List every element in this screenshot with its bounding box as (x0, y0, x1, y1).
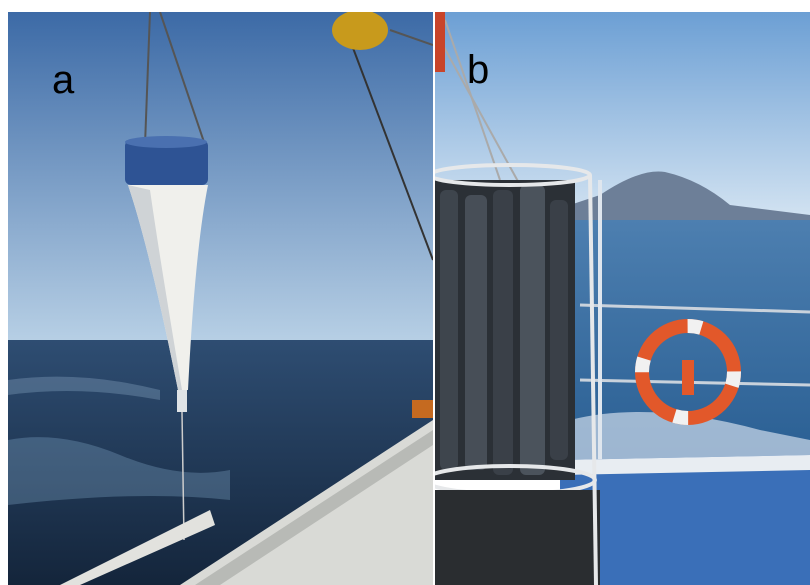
panel-label: b (467, 48, 489, 92)
photo-a (8, 12, 433, 585)
photo-b (435, 12, 810, 585)
panel-label: a (52, 58, 75, 102)
